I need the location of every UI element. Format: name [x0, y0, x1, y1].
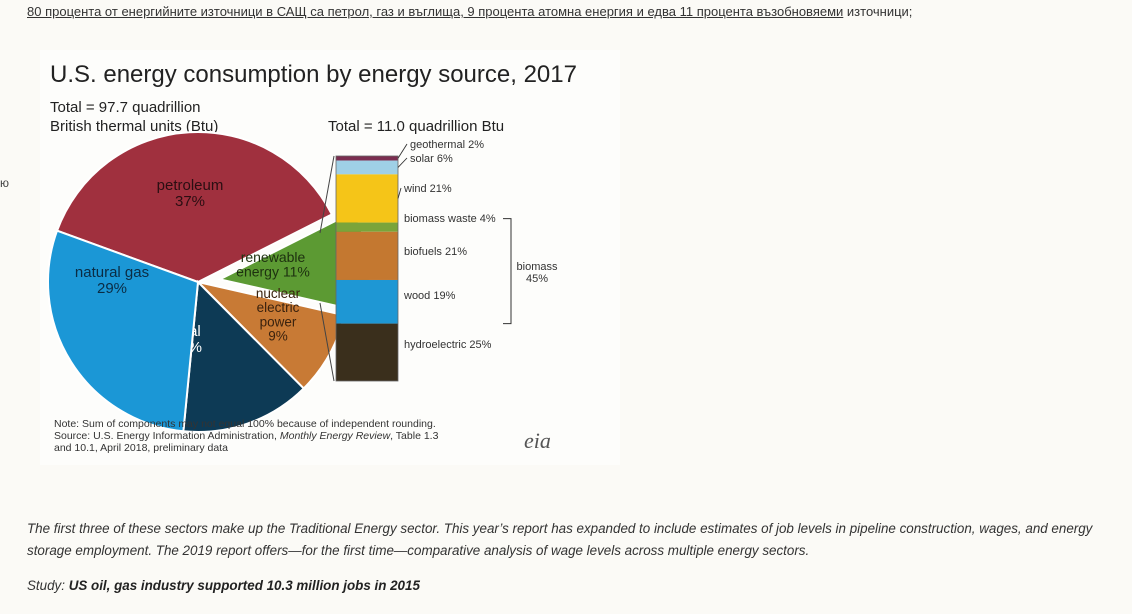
- biomass-value: 45%: [526, 273, 548, 285]
- note-line2: Source: U.S. Energy Information Administ…: [54, 430, 439, 442]
- stack-label-wind: wind 21%: [403, 183, 452, 195]
- pie-slice-natural-gas: [47, 229, 200, 433]
- note-line1: Note: Sum of components may not equal 10…: [54, 418, 436, 430]
- total-right: Total = 11.0 quadrillion Btu: [328, 118, 504, 135]
- renewables-stack: geothermal 2% solar 6% wind 21% biomass was…: [319, 139, 558, 382]
- stack-label-solar: solar 6%: [410, 153, 453, 165]
- stack-label-geothermal: geothermal 2%: [410, 139, 484, 151]
- pie-label-natural-gas-0: natural gas: [75, 264, 149, 281]
- pie-label-natural-gas-1: 29%: [97, 280, 127, 297]
- stack-segment-hydroelectric: [336, 323, 398, 381]
- study-prefix: Study:: [27, 578, 69, 593]
- pie-label-renewable-energy-1: energy 11%: [236, 264, 310, 280]
- stack-label-wood: wood 19%: [403, 290, 456, 302]
- biomass-label: biomass: [517, 261, 558, 273]
- leader-geothermal: [397, 143, 408, 159]
- energy-chart: U.S. energy consumption by energy source…: [47, 61, 577, 454]
- total-left-line1: Total = 97.7 quadrillion: [50, 99, 201, 116]
- body-paragraph: The first three of these sectors make up…: [27, 521, 1093, 558]
- stack-segment-wind: [336, 174, 398, 223]
- chart-title: U.S. energy consumption by energy source…: [50, 61, 577, 88]
- intro-link[interactable]: 80 процента от енергийните източници в С…: [27, 4, 844, 19]
- pie-label-nuclear-electric-power-3: 9%: [268, 329, 288, 344]
- pie-label-petroleum-0: petroleum: [157, 177, 224, 194]
- connector-top: [319, 155, 335, 234]
- study-link[interactable]: US oil, gas industry supported 10.3 mill…: [68, 578, 420, 593]
- stack-segment-biofuels: [336, 231, 398, 280]
- intro-tail: източници;: [843, 4, 913, 19]
- stack-label-hydroelectric: hydroelectric 25%: [404, 339, 492, 351]
- pie-label-nuclear-electric-power-1: electric: [257, 300, 300, 315]
- study-line: Study: US oil, gas industry supported 10…: [27, 578, 420, 593]
- stack-segment-solar: [336, 160, 398, 175]
- pie-slice-coal: [182, 279, 306, 433]
- leader-solar: [397, 157, 408, 168]
- total-left-line2: British thermal units (Btu): [50, 118, 218, 135]
- pie-label-nuclear-electric-power-0: nuclear: [256, 286, 301, 301]
- stack-segment-biomass-waste: [336, 222, 398, 232]
- energy-chart-figure: U.S. energy consumption by energy source…: [40, 50, 620, 465]
- pie-label-renewable-energy-0: renewable: [241, 249, 306, 265]
- note-line3: and 10.1, April 2018, preliminary data: [54, 442, 228, 454]
- eia-logo: eia: [524, 428, 551, 453]
- stack-label-biomass-waste: biomass waste 4%: [404, 213, 496, 225]
- stack-segment-geothermal: [336, 156, 398, 161]
- biomass-bracket: [503, 218, 512, 325]
- pie-label-petroleum-1: 37%: [175, 193, 205, 210]
- stack-segment-wood: [336, 279, 398, 324]
- stack-outline: [335, 155, 399, 382]
- pie-label-nuclear-electric-power-2: power: [260, 314, 297, 329]
- side-fragment: ю: [0, 176, 9, 190]
- pie-slice-petroleum: [55, 131, 334, 284]
- leader-wind: [397, 187, 402, 199]
- intro-text: 80 процента от енергийните източници в С…: [27, 4, 912, 19]
- stack-label-biofuels: biofuels 21%: [404, 246, 467, 258]
- connector-bottom: [319, 302, 335, 382]
